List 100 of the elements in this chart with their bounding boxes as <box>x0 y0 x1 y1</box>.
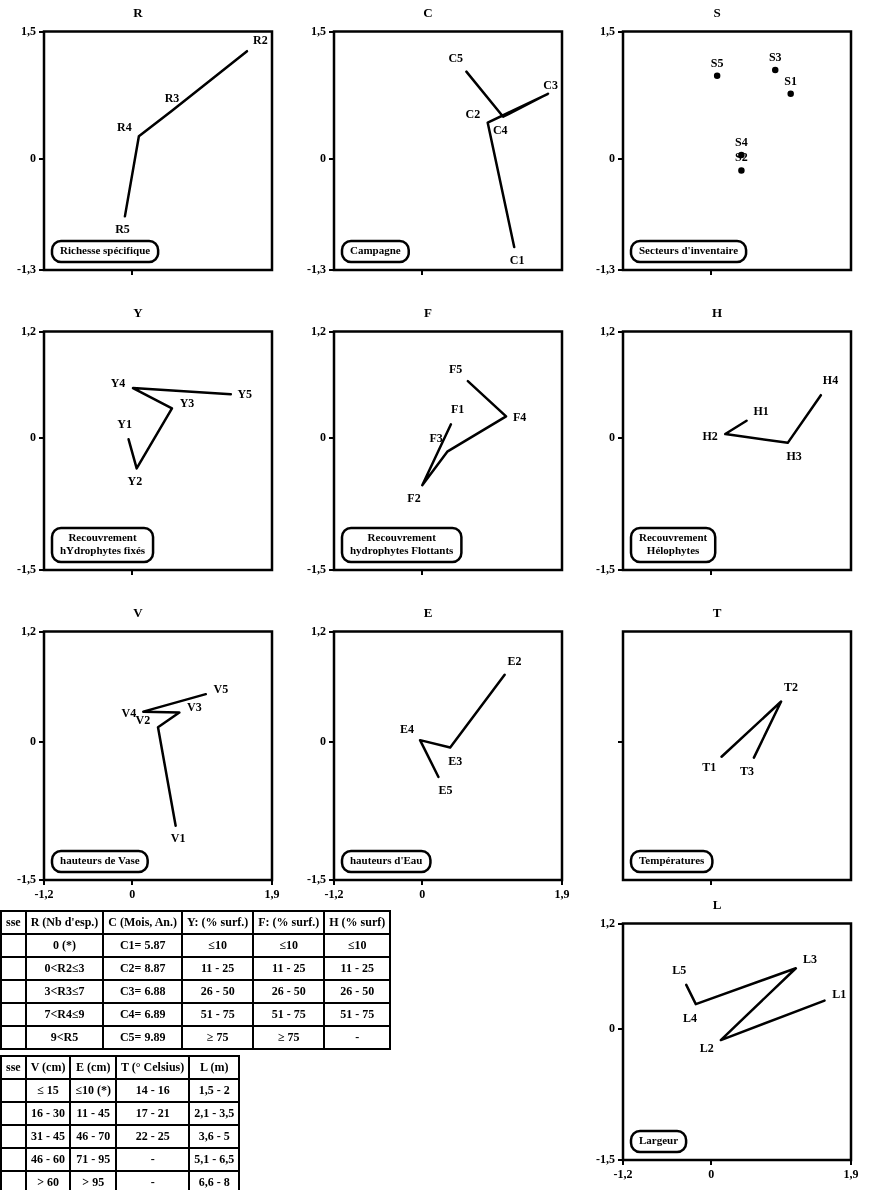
data-label: L5 <box>672 962 687 977</box>
text: 7<R4≤9 <box>44 1007 85 1021</box>
data-label: L1 <box>832 987 847 1002</box>
y-tick-label: -1,5 <box>17 562 36 577</box>
text: 2,1 - 3,5 <box>194 1106 235 1120</box>
chart-title: R <box>133 5 144 21</box>
y-tick-label: 1,2 <box>311 623 326 638</box>
text: 6,6 - 8 <box>198 1175 230 1189</box>
data-label: Y4 <box>110 376 126 391</box>
text: 51 - 75 <box>340 1007 375 1021</box>
data-label: C4 <box>492 122 508 137</box>
data-label: V2 <box>135 713 151 728</box>
y-tick-label: 0 <box>609 1020 615 1035</box>
text: 0 (*) <box>53 938 77 952</box>
data-label: T3 <box>740 763 755 778</box>
data-label: T1 <box>702 760 717 775</box>
text: ≤10 (*) <box>75 1083 112 1097</box>
data-label: C1 <box>509 252 525 267</box>
annotation: Recouvrement hydrophytes Flottants <box>349 531 455 557</box>
category-label: sse <box>1 1056 26 1079</box>
y-tick-label: 0 <box>320 429 326 444</box>
text: 1,5 - 2 <box>198 1083 230 1097</box>
y-tick-label: 1,2 <box>21 323 36 338</box>
y-tick-label: -1,5 <box>307 562 326 577</box>
data-label: C2 <box>465 107 481 122</box>
y-tick-label: 0 <box>320 734 326 749</box>
x-tick-label: 1,9 <box>554 887 570 902</box>
y-tick-label: 1,5 <box>600 23 615 38</box>
annotation: Recouvrement hYdrophytes fixés <box>60 531 146 557</box>
text: 71 - 95 <box>76 1152 111 1166</box>
text: C2= 8.87 <box>119 961 166 975</box>
text: ≤10 <box>347 938 367 952</box>
category-label: sse <box>1 911 26 934</box>
y-tick-label: -1,3 <box>17 262 36 277</box>
annotation: Températures <box>639 854 706 867</box>
annotation: hauteurs de Vase <box>60 854 140 867</box>
text: 51 - 75 <box>271 1007 306 1021</box>
data-label: C5 <box>448 50 464 65</box>
y-tick-label: -1,5 <box>596 1152 615 1167</box>
text: 11 - 25 <box>340 961 374 975</box>
data-label: Y2 <box>127 473 143 488</box>
text: C4= 6.89 <box>119 1007 166 1021</box>
data-label: F4 <box>512 409 527 424</box>
data-label: E2 <box>507 653 522 668</box>
text: ≥ 75 <box>206 1030 229 1044</box>
data-label: E4 <box>399 721 414 736</box>
chart-title: V <box>133 605 144 621</box>
text: C3= 6.88 <box>119 984 166 998</box>
y-tick-label: 1,5 <box>21 23 36 38</box>
text: ≥ 75 <box>277 1030 300 1044</box>
text: ≤10 <box>279 938 299 952</box>
x-tick-label: -1,2 <box>613 1167 633 1182</box>
data-label: T2 <box>783 680 799 695</box>
text: > 60 <box>37 1175 59 1189</box>
x-tick-label: 0 <box>419 887 426 902</box>
y-tick-label: -1,5 <box>596 562 615 577</box>
text: - <box>150 1175 155 1189</box>
data-label: V1 <box>170 831 186 846</box>
chart-title: F <box>424 305 433 321</box>
category-label: E (cm) <box>70 1056 117 1079</box>
text: ≤10 <box>208 938 227 952</box>
text: 51 - 75 <box>200 1007 235 1021</box>
chart-title: Y <box>133 305 144 321</box>
text: 3<R3≤7 <box>44 984 85 998</box>
x-tick-label: -1,2 <box>34 887 54 902</box>
x-tick-label: -1,2 <box>324 887 344 902</box>
data-label: V5 <box>213 682 229 697</box>
data-label: S3 <box>768 50 782 65</box>
y-tick-label: -1,5 <box>307 872 326 887</box>
data-label: S5 <box>710 55 724 70</box>
category-label: Y: (% surf.) <box>182 911 254 934</box>
data-label: E5 <box>438 783 453 798</box>
text: 5,1 - 6,5 <box>194 1152 235 1166</box>
text: > 95 <box>82 1175 105 1189</box>
data-label: L2 <box>699 1041 714 1056</box>
x-tick-label: 0 <box>708 1167 715 1182</box>
text: ≤ 15 <box>37 1083 59 1097</box>
data-label: F2 <box>407 491 421 506</box>
text: 26 - 50 <box>271 984 306 998</box>
y-tick-label: 1,2 <box>21 623 36 638</box>
data-label: R3 <box>164 90 180 105</box>
annotation: hauteurs d'Eau <box>349 854 423 867</box>
text: 31 - 45 <box>31 1129 66 1143</box>
text: - <box>355 1030 360 1044</box>
text: 11 - 25 <box>200 961 235 975</box>
chart-title: C <box>423 5 433 21</box>
data-label: H4 <box>822 373 839 388</box>
data-label: F1 <box>450 402 465 417</box>
data-label: V4 <box>121 705 137 720</box>
y-tick-label: 0 <box>609 429 615 444</box>
y-tick-label: 1,2 <box>600 323 615 338</box>
text: - <box>150 1152 155 1166</box>
category-label: H (% surf) <box>324 911 391 934</box>
text: 26 - 50 <box>200 984 235 998</box>
x-tick-label: 1,9 <box>843 1167 859 1182</box>
text: 3,6 - 5 <box>198 1129 230 1143</box>
text: 16 - 30 <box>31 1106 66 1120</box>
data-label: V3 <box>187 700 202 715</box>
chart-title: H <box>711 305 723 321</box>
data-label: Y3 <box>179 396 195 411</box>
